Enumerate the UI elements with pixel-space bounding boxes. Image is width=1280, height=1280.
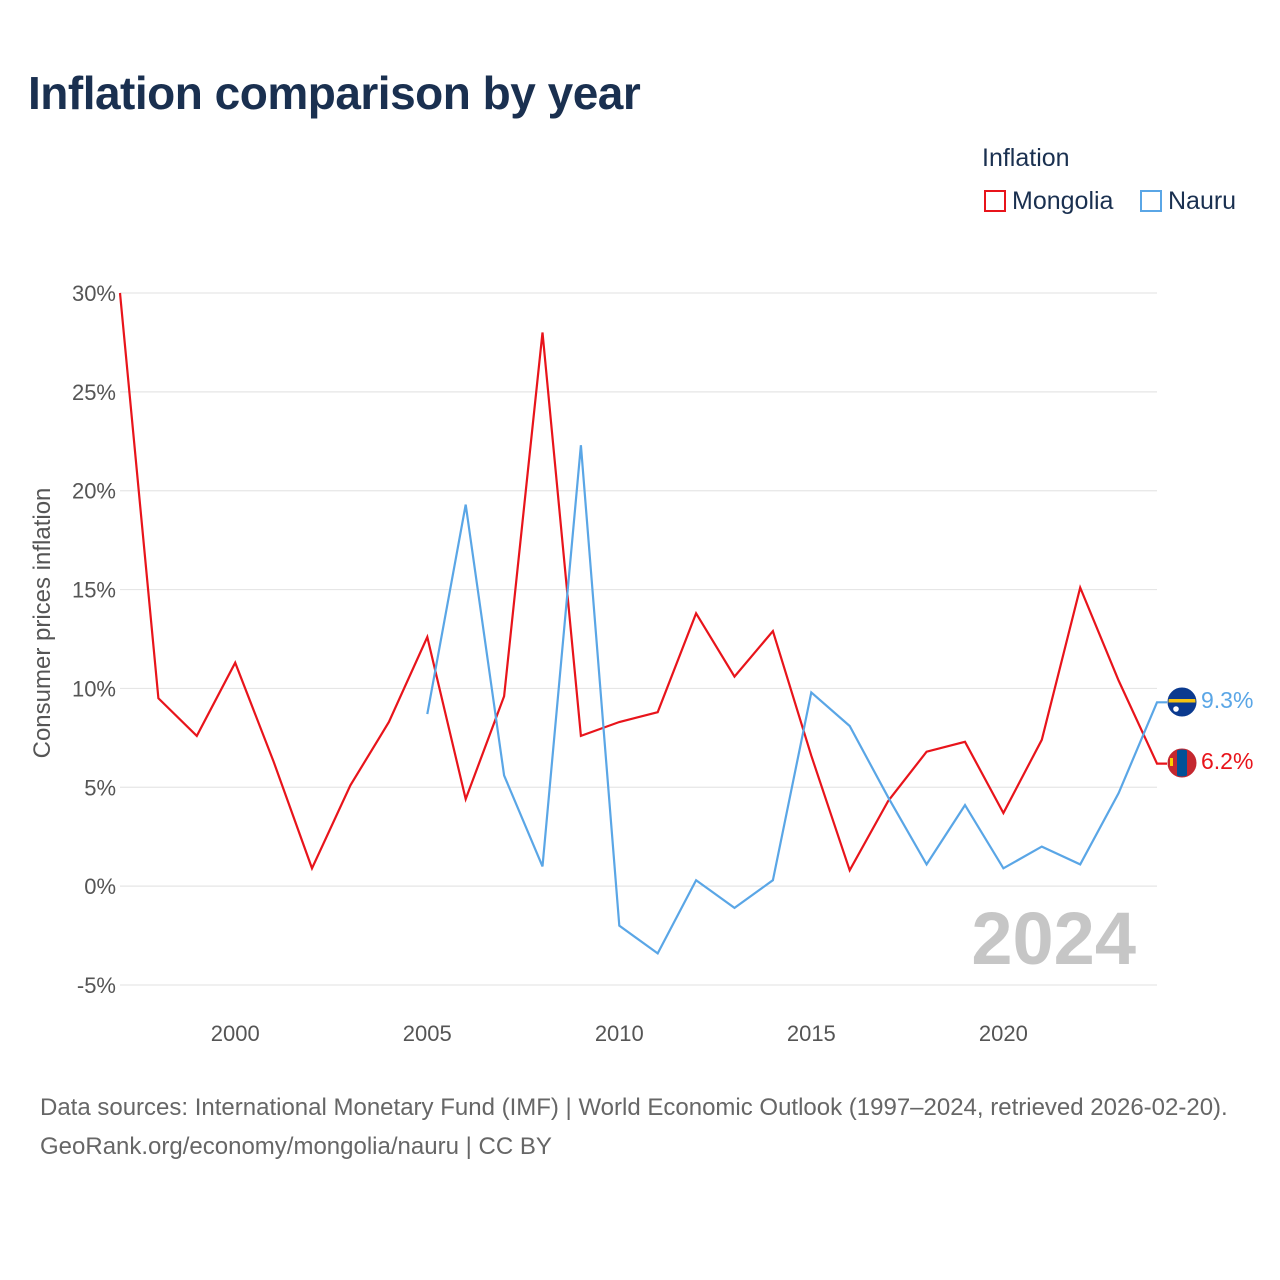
x-tick-label: 2000 [211, 1021, 260, 1046]
chart-title: Inflation comparison by year [28, 67, 641, 119]
line-chart: -5%0%5%10%15%20%25%30% 2000 2005 2010 2015 2… [29, 281, 1253, 1046]
y-tick-label: 5% [84, 775, 116, 800]
source-line-link[interactable]: GeoRank.org/economy/mongolia/nauru | CC … [40, 1133, 552, 1160]
legend-title: Inflation [982, 144, 1070, 172]
y-tick-label: 0% [84, 874, 116, 899]
x-tick-label: 2010 [595, 1021, 644, 1046]
x-tick-labels: 2000 2005 2010 2015 2020 [211, 1021, 1028, 1046]
legend-item-nauru[interactable]: Nauru [1140, 186, 1236, 216]
legend-item-mongolia[interactable]: Mongolia [984, 186, 1113, 216]
mongolia-flag-icon [1167, 748, 1197, 778]
y-axis-title: Consumer prices inflation [29, 488, 56, 759]
y-tick-label: -5% [77, 973, 116, 998]
nauru-flag-icon [1167, 687, 1197, 717]
y-tick-labels: -5% 0% 5% 10% 15% 20% 25% 30% [72, 281, 116, 998]
y-tick-label: 30% [72, 281, 116, 306]
y-tick-label: 20% [72, 479, 116, 504]
x-tick-label: 2005 [403, 1021, 452, 1046]
legend-swatch-nauru [1140, 190, 1162, 212]
legend-label-nauru: Nauru [1168, 186, 1237, 215]
series-lines [118, 292, 1167, 956]
end-value-label-mongolia: 6.2% [1201, 748, 1253, 774]
y-tick-label: 10% [72, 676, 116, 701]
legend-label-mongolia: Mongolia [1012, 186, 1114, 215]
y-tick-label: 15% [72, 578, 116, 603]
source-line-data: Data sources: International Monetary Fun… [40, 1094, 1228, 1121]
grid-lines [120, 292, 1157, 986]
source-note: Data sources: International Monetary Fun… [40, 1088, 1250, 1166]
series-line-nauru[interactable] [426, 445, 1167, 956]
end-value-label-nauru: 9.3% [1201, 687, 1253, 713]
year-watermark: 2024 [971, 897, 1136, 980]
x-tick-label: 2015 [787, 1021, 836, 1046]
x-tick-label: 2020 [979, 1021, 1028, 1046]
series-line-mongolia[interactable] [118, 292, 1167, 874]
legend-swatch-mongolia [984, 190, 1006, 212]
y-tick-label: 25% [72, 380, 116, 405]
